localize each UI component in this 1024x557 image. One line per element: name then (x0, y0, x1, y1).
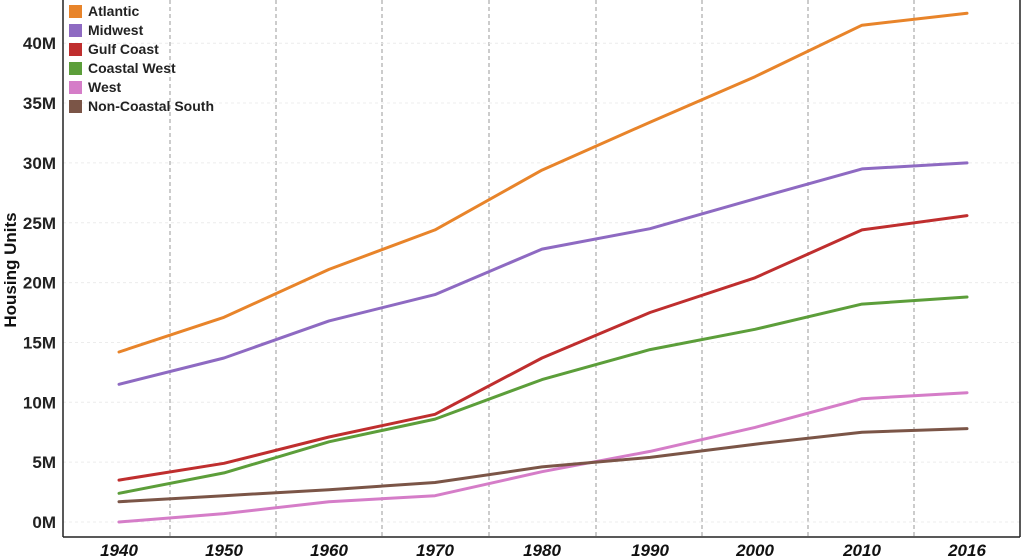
gridlines (63, 0, 1020, 537)
y-tick-label: 10M (23, 393, 56, 412)
y-tick-label: 35M (23, 94, 56, 113)
y-tick-label: 25M (23, 214, 56, 233)
legend-swatch (69, 62, 82, 75)
legend-label: Midwest (88, 22, 144, 38)
y-tick-label: 40M (23, 34, 56, 53)
x-tick-label: 2016 (947, 541, 986, 557)
legend-swatch (69, 5, 82, 18)
series-line-atlantic (117, 11, 969, 354)
legend-label: West (88, 79, 122, 95)
series-line-west (117, 391, 969, 524)
axes (62, 0, 1021, 538)
y-tick-label: 20M (23, 274, 56, 293)
legend-label: Non-Coastal South (88, 98, 214, 114)
series-line-gulf-coast (117, 214, 969, 482)
x-tick-label: 2010 (842, 541, 881, 557)
x-tick-label: 1980 (523, 541, 561, 557)
y-tick-label: 0M (32, 513, 56, 532)
legend-label: Atlantic (88, 3, 140, 19)
x-tick-label: 1950 (205, 541, 243, 557)
legend-swatch (69, 24, 82, 37)
series-line-coastal-west (117, 295, 969, 495)
legend-swatch (69, 100, 82, 113)
y-axis-title: Housing Units (1, 212, 20, 327)
y-tick-labels: 0M 5M 10M 15M 20M 25M 30M 35M 40M (23, 34, 56, 532)
series-line-midwest (117, 161, 969, 386)
x-tick-label: 1960 (310, 541, 348, 557)
x-tick-labels: 1940 1950 1960 1970 1980 1990 2000 2010 2016 (100, 541, 986, 557)
legend: Atlantic Midwest Gulf Coast Coastal West Wes… (69, 3, 214, 114)
series-line-non-coastal-south (117, 427, 969, 504)
x-tick-label: 2000 (735, 541, 774, 557)
legend-swatch (69, 43, 82, 56)
y-tick-label: 30M (23, 154, 56, 173)
x-tick-label: 1970 (416, 541, 454, 557)
y-tick-label: 5M (32, 453, 56, 472)
legend-label: Gulf Coast (88, 41, 159, 57)
legend-swatch (69, 81, 82, 94)
x-tick-label: 1940 (100, 541, 138, 557)
x-tick-label: 1990 (631, 541, 669, 557)
y-tick-label: 15M (23, 333, 56, 352)
legend-label: Coastal West (88, 60, 176, 76)
series-lines (117, 11, 969, 524)
